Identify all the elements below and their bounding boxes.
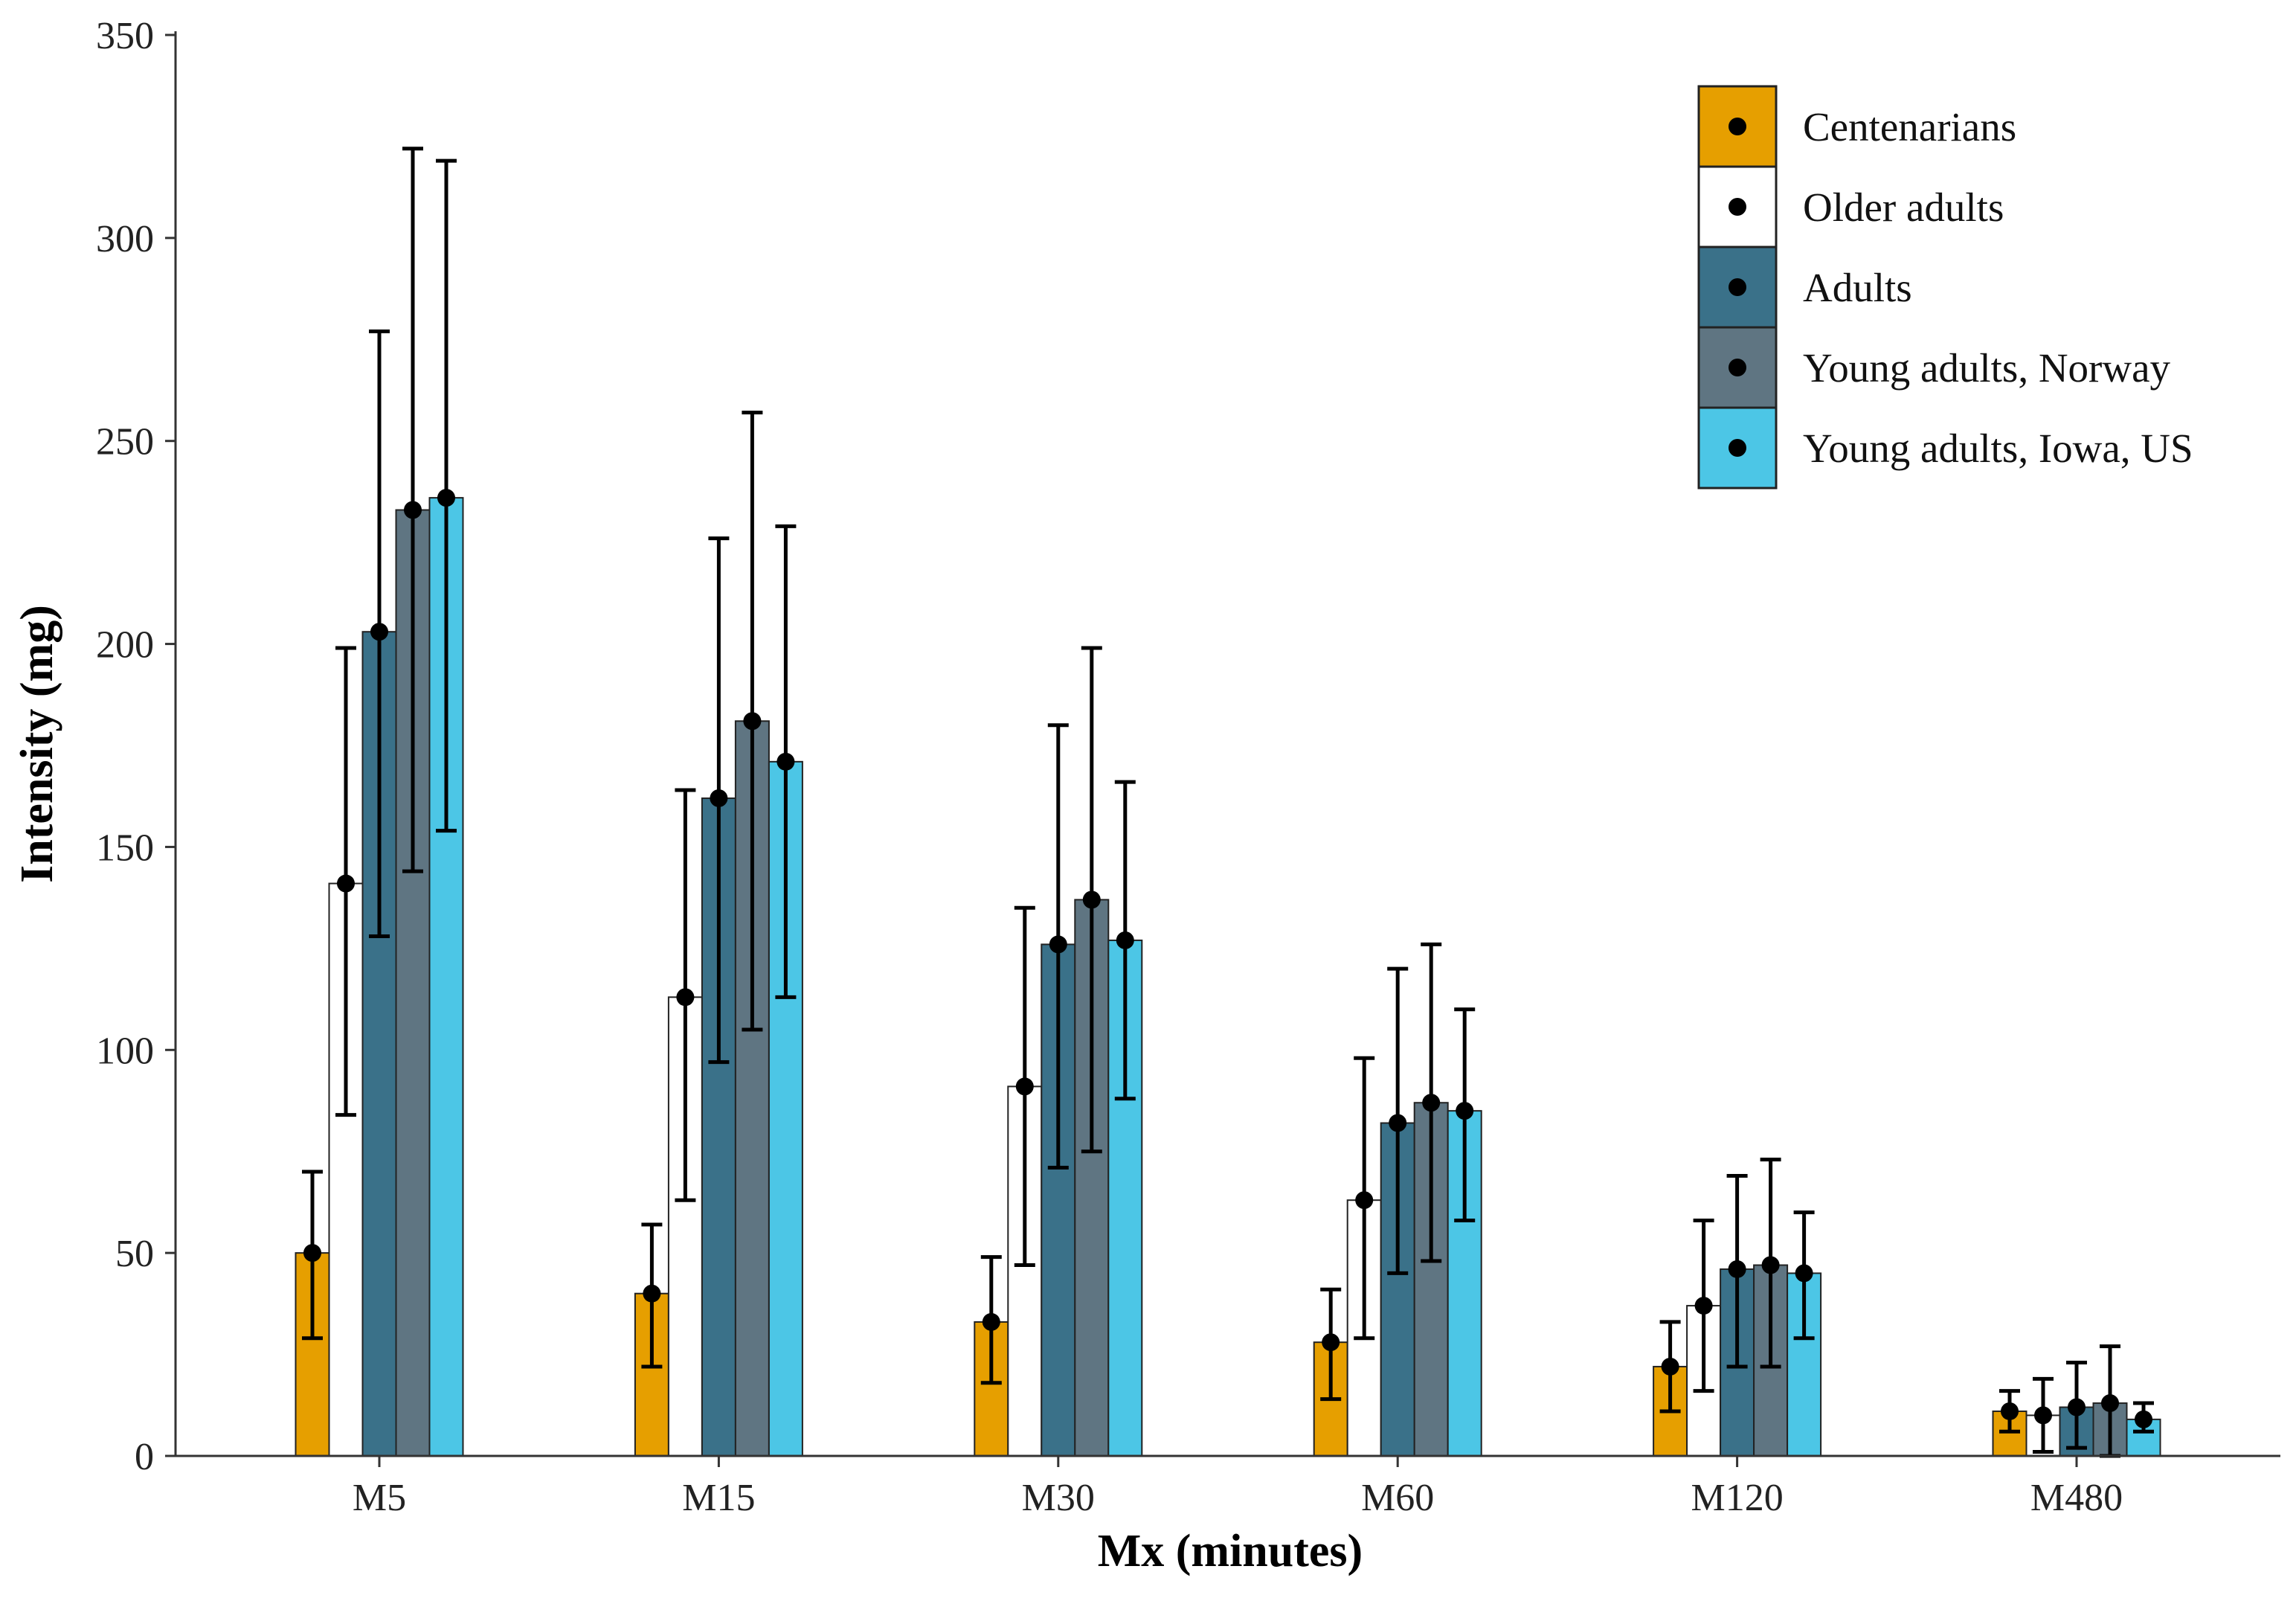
mean-point <box>2068 1398 2086 1416</box>
legend-point <box>1729 439 1746 457</box>
legend: Centenarians Older adults Adults Young adul… <box>1697 85 2193 490</box>
mean-point <box>1322 1333 1340 1352</box>
mean-point <box>1355 1191 1374 1210</box>
mean-point <box>776 752 795 771</box>
mean-point <box>1015 1077 1034 1096</box>
y-tick-label: 150 <box>96 827 154 869</box>
mean-point <box>982 1312 1000 1331</box>
mean-point <box>1661 1357 1679 1376</box>
x-tick-label: M120 <box>1691 1477 1783 1519</box>
mean-point <box>643 1284 661 1303</box>
y-axis-label: Intensity (mg) <box>12 605 62 883</box>
mean-point <box>1761 1256 1780 1274</box>
bar <box>667 996 703 1457</box>
x-tick-label: M5 <box>353 1477 406 1519</box>
y-tick-label: 250 <box>96 421 154 463</box>
y-tick-label: 100 <box>96 1030 154 1072</box>
y-tick-label: 50 <box>115 1233 154 1275</box>
legend-point <box>1729 359 1746 376</box>
mean-point <box>743 712 762 731</box>
mean-point <box>404 501 422 519</box>
x-tick-label: M15 <box>682 1477 755 1519</box>
y-tick-label: 200 <box>96 624 154 667</box>
legend-label: Centenarians <box>1803 104 2016 150</box>
mean-point <box>2135 1410 2152 1428</box>
mean-point <box>1728 1260 1746 1278</box>
mean-point <box>1422 1094 1441 1112</box>
y-tick-label: 300 <box>96 218 154 260</box>
legend-label: Adults <box>1803 265 1912 310</box>
mean-point <box>1795 1264 1813 1283</box>
mean-point <box>1049 935 1067 954</box>
legend-label: Older adults <box>1803 185 2004 230</box>
x-tick-label: M60 <box>1361 1477 1434 1519</box>
x-tick-label: M30 <box>1022 1477 1095 1519</box>
mean-point <box>437 489 455 507</box>
mean-point <box>370 623 388 641</box>
mean-point <box>1116 931 1134 949</box>
legend-label: Young adults, Iowa, US <box>1803 426 2193 471</box>
y-tick-label: 0 <box>135 1436 154 1478</box>
mean-point <box>1456 1102 1474 1120</box>
mean-point <box>2101 1394 2119 1413</box>
legend-point <box>1729 198 1746 216</box>
mean-point <box>2001 1402 2019 1420</box>
mean-point <box>676 988 695 1007</box>
x-axis-label: Mx (minutes) <box>1098 1526 1363 1576</box>
mean-point <box>1694 1297 1713 1315</box>
y-tick-label: 350 <box>96 15 154 57</box>
mean-point <box>2034 1406 2052 1425</box>
legend-point <box>1729 278 1746 296</box>
mean-point <box>710 789 728 807</box>
legend-label: Young adults, Norway <box>1803 345 2171 391</box>
mean-point <box>337 874 355 893</box>
mean-point <box>1389 1114 1407 1132</box>
legend-point <box>1729 118 1746 135</box>
x-tick-label: M480 <box>2030 1477 2123 1519</box>
mean-point <box>1082 891 1101 909</box>
mean-point <box>303 1244 321 1262</box>
